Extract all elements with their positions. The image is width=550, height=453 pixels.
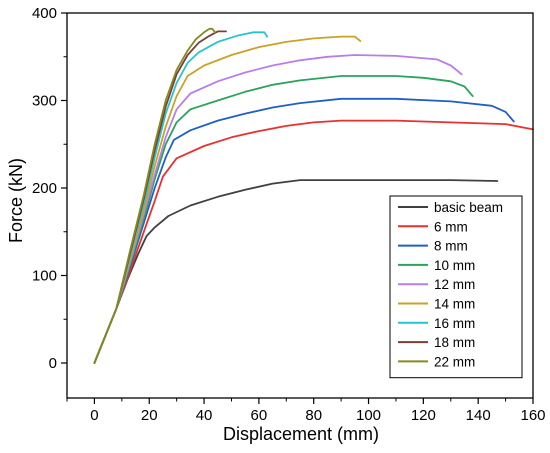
x-tick-label: 100: [356, 407, 381, 424]
legend-label-6: 16 mm: [434, 316, 475, 331]
y-tick-label: 100: [32, 268, 57, 285]
series-line-2: [93, 97, 515, 364]
x-tick-label: 40: [196, 407, 213, 424]
legend-label-7: 18 mm: [434, 335, 475, 350]
series-line-0: [93, 179, 499, 364]
series-line-1: [93, 119, 534, 364]
y-tick-label: 0: [49, 355, 57, 372]
legend-label-2: 8 mm: [434, 239, 468, 254]
x-tick-label: 140: [466, 407, 491, 424]
series-layer: [93, 27, 534, 364]
x-tick-label: 160: [520, 407, 545, 424]
x-tick-label: 20: [141, 407, 158, 424]
y-tick-label: 200: [32, 180, 57, 197]
legend: basic beam 6 mm 8 mm 10 mm 12 mm 14 mm 16 mm 18…: [389, 195, 523, 379]
series-line-4: [93, 54, 463, 364]
plot-frame: [66, 12, 534, 399]
x-tick-label: 0: [90, 407, 98, 424]
legend-label-5: 14 mm: [434, 297, 475, 312]
y-axis-title: Force (kN): [6, 158, 26, 243]
legend-label-4: 12 mm: [434, 277, 475, 292]
x-tick-label: 60: [251, 407, 268, 424]
y-tick-label: 300: [32, 93, 57, 110]
x-tick-label: 120: [411, 407, 436, 424]
series-line-5: [93, 35, 362, 364]
series-line-6: [93, 31, 269, 364]
series-line-3: [93, 75, 474, 364]
legend-label-0: basic beam: [434, 200, 503, 215]
legend-label-8: 22 mm: [434, 354, 475, 369]
x-axis-title: Displacement (mm): [223, 424, 379, 444]
legend-label-3: 10 mm: [434, 258, 475, 273]
x-tick-label: 80: [305, 407, 322, 424]
y-tick-label: 400: [32, 5, 57, 22]
legend-label-1: 6 mm: [434, 219, 468, 234]
series-line-8: [93, 27, 216, 364]
ticks-layer: 0 20 40 60 80 100 120 140 160 0 100 200 300 400: [32, 5, 546, 424]
